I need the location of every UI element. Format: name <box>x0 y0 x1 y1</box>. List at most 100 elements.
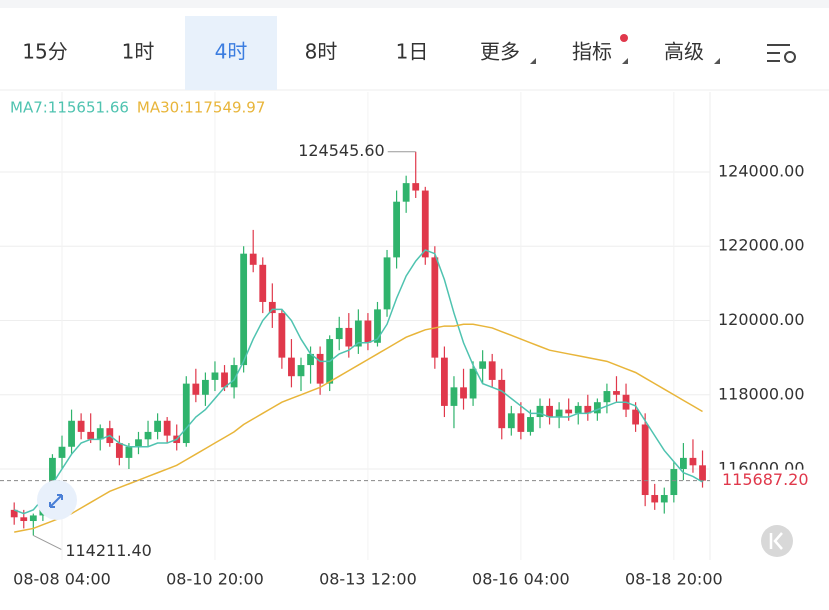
candle-body <box>393 201 400 258</box>
candle-body <box>402 183 410 202</box>
status-strip <box>0 0 829 8</box>
tab[interactable]: 高级 <box>664 40 704 64</box>
candle-body <box>115 443 123 458</box>
dropdown-caret <box>530 58 536 64</box>
x-tick-label: 08-13 12:00 <box>319 570 417 589</box>
candle-body <box>555 409 563 418</box>
ma-line <box>14 323 703 533</box>
x-tick-label: 08-08 04:00 <box>13 570 111 589</box>
candle-body <box>249 253 257 265</box>
candle-body <box>450 387 458 406</box>
candle-body <box>460 387 467 399</box>
candle-body <box>527 417 534 432</box>
candle-body <box>335 327 343 340</box>
candle-body <box>96 428 104 440</box>
candle-body <box>49 457 56 499</box>
x-tick-label: 08-10 20:00 <box>166 570 264 589</box>
candle-body <box>288 357 295 377</box>
toolbar: 15分 1时 4时 8时 1日 更多 指标 高级 <box>22 16 720 90</box>
candle-body <box>641 424 649 496</box>
candle-body <box>58 446 66 458</box>
candle-body <box>87 431 95 440</box>
candle-body <box>68 420 75 447</box>
tab[interactable]: 1日 <box>396 40 429 64</box>
candle-body <box>221 372 228 388</box>
candle-body <box>345 327 353 347</box>
candle-body <box>268 301 276 314</box>
candle-body <box>20 517 28 522</box>
y-tick-label: 120000.00 <box>718 310 805 329</box>
candle-body <box>316 353 324 384</box>
candle-body <box>536 405 544 418</box>
candle-body <box>383 257 391 310</box>
candle-body <box>584 405 592 414</box>
candle-body <box>297 365 305 377</box>
candle-body <box>660 495 668 503</box>
x-tick-label: 08-18 20:00 <box>625 570 723 589</box>
legend-entry: MA7:115651.66 <box>10 99 129 117</box>
tab-highlight <box>185 16 277 90</box>
x-tick-label: 08-16 04:00 <box>472 570 570 589</box>
candle-body <box>441 357 448 406</box>
candle-body <box>699 465 706 481</box>
candle-body <box>680 457 687 470</box>
last-price-tag <box>712 469 824 492</box>
tab[interactable]: 1时 <box>122 40 155 64</box>
candle-body <box>125 446 133 458</box>
ma-line <box>13 249 703 515</box>
dropdown-caret <box>622 58 628 64</box>
candle-body <box>469 368 477 399</box>
candle-body <box>689 457 697 466</box>
last-price-label: 115687.20 <box>722 470 809 489</box>
legend-entry: MA30:117549.97 <box>137 99 265 117</box>
badge-dot <box>620 34 628 42</box>
candle-body <box>374 309 381 343</box>
candle-body <box>574 405 582 414</box>
candle-body <box>565 409 573 414</box>
tab[interactable]: 4时 <box>215 40 248 64</box>
candle-body <box>488 361 496 380</box>
tab[interactable]: 15分 <box>22 40 67 64</box>
candle-body <box>421 190 429 258</box>
candle-body <box>240 253 248 366</box>
low-label: 114211.40 <box>65 541 152 560</box>
expand-button[interactable] <box>37 480 77 520</box>
tab[interactable]: 8时 <box>305 40 338 64</box>
candle-body <box>354 320 362 347</box>
candle-body <box>135 439 142 447</box>
candle-body <box>163 420 171 436</box>
candle-body <box>651 495 659 503</box>
candle-body <box>29 515 37 522</box>
candle-body <box>202 379 209 395</box>
scroll-latest-button[interactable] <box>761 525 793 557</box>
y-tick-label: 122000.00 <box>718 236 805 255</box>
dropdown-caret <box>714 58 720 64</box>
y-tick-label: 118000.00 <box>718 384 805 403</box>
candle-body <box>546 405 553 418</box>
annotation-leader <box>33 534 62 550</box>
candle-body <box>431 257 439 358</box>
candle-body <box>507 413 515 429</box>
tab[interactable]: 指标 <box>572 40 612 64</box>
candle-body <box>77 420 85 432</box>
candle-body <box>192 383 200 395</box>
candle-body <box>154 420 161 432</box>
candle-body <box>144 431 152 440</box>
candle-body <box>211 372 219 380</box>
candle-body <box>364 320 372 343</box>
candle-body <box>593 402 601 414</box>
candle-body <box>278 313 286 358</box>
high-label: 124545.60 <box>298 141 385 160</box>
candle-body <box>182 383 190 444</box>
candle-body <box>412 183 420 191</box>
y-tick-label: 124000.00 <box>718 161 805 180</box>
candle-body <box>259 264 267 302</box>
tab[interactable]: 更多 <box>480 40 520 64</box>
candle-body <box>670 469 678 496</box>
candle-body <box>230 365 238 388</box>
settings-icon[interactable] <box>767 44 796 63</box>
candle-body <box>632 409 639 425</box>
candle-body <box>479 361 487 369</box>
candle-body <box>517 413 525 432</box>
